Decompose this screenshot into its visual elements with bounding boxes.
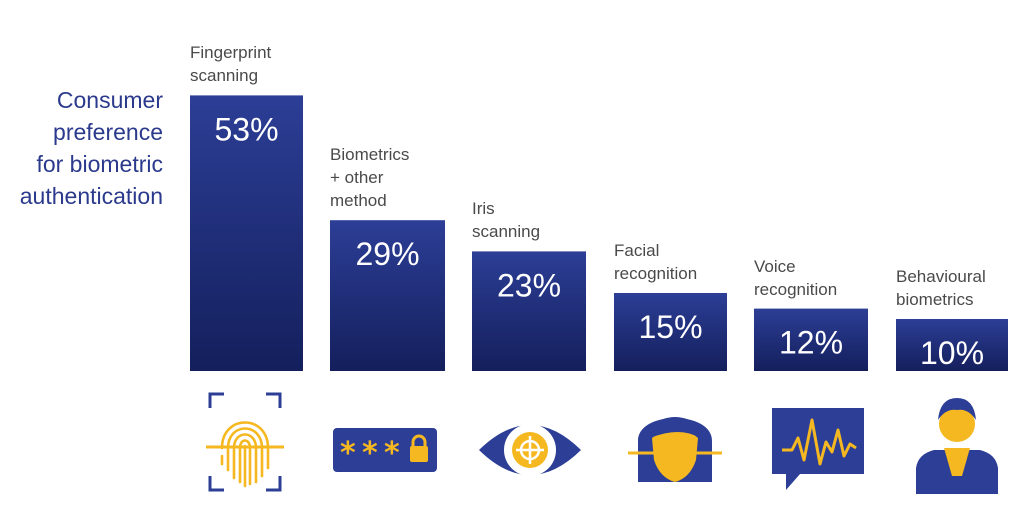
bar-value-label: 10% [920, 335, 984, 371]
bar [330, 220, 445, 371]
category-label-line: method [330, 191, 387, 211]
svg-text:*: * [340, 436, 356, 471]
bar [190, 95, 303, 372]
bar-value-label: 29% [355, 236, 419, 272]
face-scan-icon [628, 417, 722, 482]
person-icon [916, 398, 998, 494]
category-label-line: Biometrics [330, 145, 410, 165]
title-line: for biometric [36, 151, 163, 177]
category-label-line: scanning [472, 222, 541, 242]
category-label-line: scanning [190, 66, 259, 86]
bar [472, 251, 586, 371]
bar [614, 293, 727, 371]
bar-value-label: 53% [214, 111, 278, 147]
title-line: authentication [19, 183, 163, 209]
category-label-line: recognition [754, 279, 838, 299]
eye-icon [479, 424, 581, 476]
title-line: Consumer [56, 87, 163, 113]
svg-text:*: * [384, 436, 400, 471]
bar-value-label: 15% [638, 309, 702, 345]
category-label: Facial recognition [614, 239, 697, 285]
category-label: Behavioural biometrics [896, 265, 986, 311]
category-label-line: Facial [614, 241, 660, 260]
category-label: Biometrics + other method [330, 143, 409, 212]
bar [754, 308, 868, 371]
category-label-line: + other [330, 168, 384, 188]
bar-value-label: 12% [779, 325, 843, 361]
bar [896, 319, 1008, 371]
category-label-line: recognition [614, 264, 698, 283]
voice-waveform-icon [772, 408, 864, 490]
chart-title: Consumer preference for biometric authen… [0, 84, 163, 212]
category-label-line: Behavioural [896, 267, 986, 286]
bar-value-label: 23% [497, 267, 561, 303]
password-lock-icon: * * * [333, 428, 437, 472]
category-label-line: biometrics [896, 290, 974, 309]
category-label: Fingerprint scanning [190, 41, 271, 87]
category-label: Iris scanning [472, 197, 540, 243]
svg-text:*: * [362, 436, 378, 471]
title-line: preference [53, 119, 163, 145]
category-label: Voice recognition [754, 255, 837, 301]
category-label-line: Fingerprint [190, 43, 272, 63]
fingerprint-icon [206, 392, 284, 492]
category-label-line: Voice [754, 256, 796, 276]
category-label-line: Iris [472, 199, 495, 219]
